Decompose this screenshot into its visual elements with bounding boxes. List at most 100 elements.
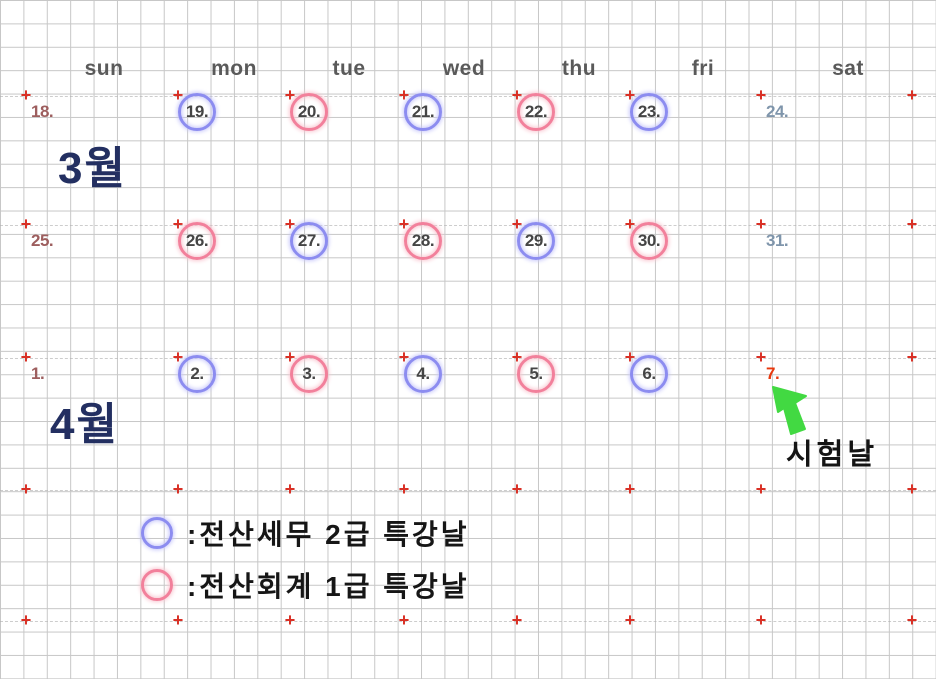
plus-mark: + (906, 347, 918, 368)
plus-mark: + (624, 347, 636, 368)
plus-mark: + (172, 610, 184, 631)
legend-item-pink: :전산회계 1급 특강날 (141, 565, 470, 605)
plus-mark: + (624, 85, 636, 106)
legend-pink-label: :전산회계 1급 특강날 (187, 571, 470, 602)
plus-mark: + (284, 610, 296, 631)
plus-mark: + (511, 214, 523, 235)
day-30-circle-pink: 30. (630, 222, 668, 260)
plus-mark: + (511, 479, 523, 500)
legend-blue-label: :전산세무 2급 특강날 (187, 519, 470, 550)
day-number: 20. (297, 102, 321, 121)
plus-mark: + (172, 85, 184, 106)
plus-mark: + (398, 214, 410, 235)
plus-mark: + (284, 479, 296, 500)
day-18: 18. (31, 102, 54, 121)
day-1: 1. (31, 364, 45, 383)
day-number: 27. (297, 231, 321, 250)
header-fri: fri (691, 57, 715, 80)
grid-major-line (0, 96, 936, 97)
plus-mark: + (755, 479, 767, 500)
day-23-circle-blue: 23. (630, 93, 668, 131)
plus-mark: + (172, 479, 184, 500)
plus-mark: + (20, 479, 32, 500)
exam-day-label: 시험날 (786, 439, 879, 471)
day-number: 23. (637, 102, 661, 121)
day-25: 25. (31, 231, 54, 250)
day-number: 5. (529, 364, 543, 383)
plus-mark: + (398, 85, 410, 106)
plus-mark: + (906, 610, 918, 631)
plus-mark: + (398, 479, 410, 500)
day-number: 26. (185, 231, 209, 250)
day-number: 3. (302, 364, 316, 383)
day-28-circle-pink: 28. (404, 222, 442, 260)
day-number: 2. (190, 364, 204, 383)
plus-mark: + (20, 610, 32, 631)
plus-mark: + (906, 85, 918, 106)
day-20-circle-pink: 20. (290, 93, 328, 131)
day-27-circle-blue: 27. (290, 222, 328, 260)
day-number: 19. (185, 102, 209, 121)
day-29-circle-blue: 29. (517, 222, 555, 260)
header-sun: sun (84, 57, 124, 80)
plus-mark: + (20, 347, 32, 368)
day-3-circle-pink: 3. (290, 355, 328, 393)
day-19-circle-blue: 19. (178, 93, 216, 131)
plus-mark: + (755, 85, 767, 106)
grid-major-line (0, 621, 936, 622)
day-4-circle-blue: 4. (404, 355, 442, 393)
day-number: 4. (416, 364, 430, 383)
day-7: 7. (766, 364, 780, 383)
header-tue: tue (332, 57, 366, 80)
plus-mark: + (398, 347, 410, 368)
plus-mark: + (755, 610, 767, 631)
plus-mark: + (172, 214, 184, 235)
plus-mark: + (511, 85, 523, 106)
plus-mark: + (624, 610, 636, 631)
plus-mark: + (511, 347, 523, 368)
plus-mark: + (906, 214, 918, 235)
plus-mark: + (624, 479, 636, 500)
day-31: 31. (766, 231, 789, 250)
day-number: 21. (411, 102, 435, 121)
day-21-circle-blue: 21. (404, 93, 442, 131)
day-2-circle-blue: 2. (178, 355, 216, 393)
legend-item-blue: :전산세무 2급 특강날 (141, 513, 470, 553)
month-label-april: 4월 (50, 400, 119, 449)
grid-major-line (0, 225, 936, 226)
legend-pink-circle-icon (141, 569, 173, 601)
plus-mark: + (624, 214, 636, 235)
day-number: 30. (637, 231, 661, 250)
plus-mark: + (755, 214, 767, 235)
plus-mark: + (284, 347, 296, 368)
day-6-circle-blue: 6. (630, 355, 668, 393)
grid-major-line (0, 358, 936, 359)
plus-mark: + (284, 214, 296, 235)
day-24: 24. (766, 102, 789, 121)
plus-mark: + (511, 610, 523, 631)
day-number: 6. (642, 364, 656, 383)
day-number: 22. (524, 102, 548, 121)
day-26-circle-pink: 26. (178, 222, 216, 260)
plus-mark: + (172, 347, 184, 368)
header-thu: thu (561, 57, 597, 80)
plus-mark: + (398, 610, 410, 631)
day-number: 28. (411, 231, 435, 250)
green-arrow-up-left-icon (772, 386, 807, 435)
header-sat: sat (832, 57, 864, 80)
legend-blue-circle-icon (141, 517, 173, 549)
grid-major-line (0, 490, 936, 491)
plus-mark: + (755, 347, 767, 368)
header-mon: mon (211, 57, 257, 80)
plus-mark: + (284, 85, 296, 106)
plus-mark: + (20, 85, 32, 106)
plus-mark: + (906, 479, 918, 500)
header-wed: wed (442, 57, 486, 80)
day-5-circle-pink: 5. (517, 355, 555, 393)
day-22-circle-pink: 22. (517, 93, 555, 131)
day-number: 29. (524, 231, 548, 250)
month-label-march: 3월 (58, 144, 127, 193)
plus-mark: + (20, 214, 32, 235)
